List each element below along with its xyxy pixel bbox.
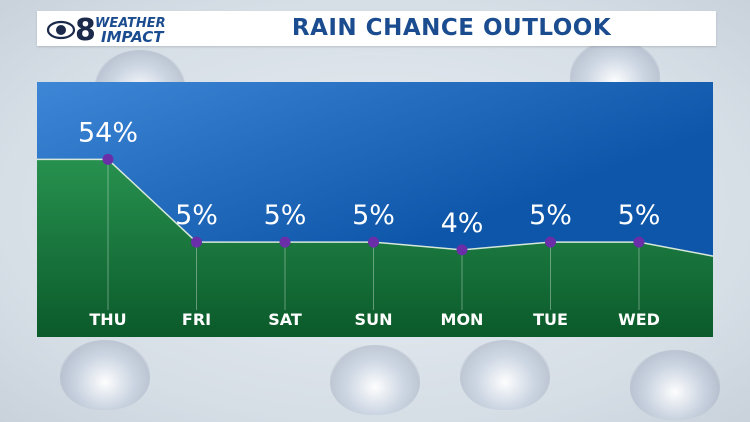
x-tick-label-sat: SAT <box>268 310 302 329</box>
data-label-mon: 4% <box>441 208 484 239</box>
header-bar: 8 WEATHER IMPACT RAIN CHANCE OUTLOOK <box>37 11 716 46</box>
background-droplet <box>60 340 150 410</box>
data-label-fri: 5% <box>175 200 218 231</box>
x-tick-label-mon: MON <box>441 310 484 329</box>
data-label-tue: 5% <box>529 200 572 231</box>
rain-chance-area <box>37 159 713 337</box>
data-point-sun <box>368 236 379 248</box>
x-tick-label-tue: TUE <box>533 310 568 329</box>
chart-svg: 54% THU 5% FRI 5% SAT 5% SUN 4% MON 5% TUE 5% WED <box>37 82 714 337</box>
data-label-thu: 54% <box>78 117 138 148</box>
data-point-mon <box>456 244 468 256</box>
background-droplet <box>460 340 550 410</box>
x-tick-label-wed: WED <box>618 310 660 329</box>
data-point-sat <box>279 236 291 248</box>
logo-line2: IMPACT <box>101 28 165 45</box>
data-point-fri <box>191 236 202 248</box>
eye-icon <box>46 20 76 40</box>
data-point-thu <box>102 153 114 165</box>
x-tick-label-thu: THU <box>89 310 126 329</box>
data-point-tue <box>545 236 556 248</box>
logo-line1: WEATHER <box>95 16 166 31</box>
station-logo: 8 WEATHER IMPACT <box>46 13 166 45</box>
logo-number: 8 <box>75 13 96 45</box>
data-label-wed: 5% <box>618 200 661 231</box>
x-tick-label-fri: FRI <box>182 310 211 329</box>
background-droplet <box>330 345 420 415</box>
background-droplet <box>630 350 720 420</box>
page-title: RAIN CHANCE OUTLOOK <box>291 15 612 41</box>
data-point-wed <box>633 236 645 248</box>
rain-chance-chart: 54% THU 5% FRI 5% SAT 5% SUN 4% MON 5% TUE 5% WED <box>37 82 714 337</box>
data-label-sat: 5% <box>264 200 307 231</box>
data-label-sun: 5% <box>352 200 395 231</box>
x-tick-label-sun: SUN <box>355 310 393 329</box>
